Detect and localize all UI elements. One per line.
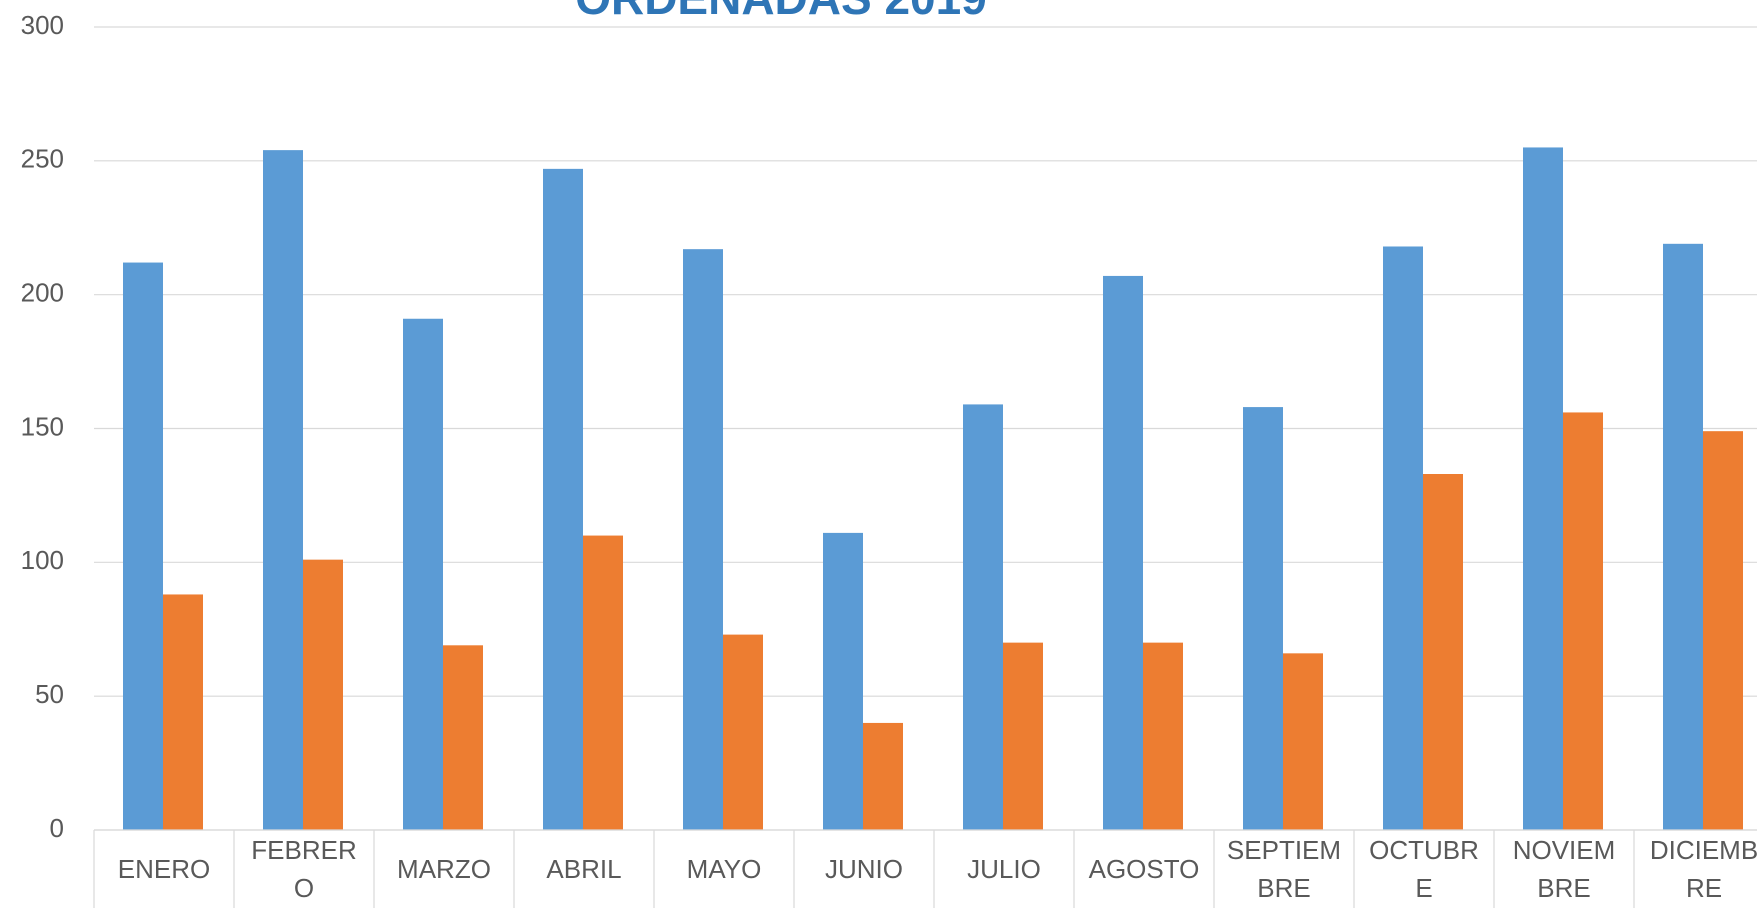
x-tick-label: SEPTIEMBRE (1226, 835, 1342, 903)
x-tick-label-box: MAYO (686, 854, 762, 884)
x-tick-label-box: AGOSTO (1088, 854, 1200, 884)
chart-title: ORDENADAS 2019 (575, 0, 987, 24)
bar (863, 722, 903, 830)
y-tick-label: 200 (21, 278, 64, 308)
x-tick-label-box: OCTUBRE (1369, 835, 1479, 903)
bar (963, 404, 1003, 830)
bar (303, 559, 343, 830)
x-tick-label: MARZO (397, 854, 491, 884)
bar (1563, 412, 1603, 830)
bar (1243, 407, 1283, 830)
x-tick-label: OCTUBRE (1369, 835, 1479, 903)
x-tick-label-box: JULIO (967, 854, 1041, 884)
bar (123, 262, 163, 831)
bar (543, 168, 583, 830)
x-tick-label: AGOSTO (1088, 854, 1200, 884)
bar (683, 249, 723, 830)
y-tick-label: 100 (21, 545, 64, 575)
bar (1143, 642, 1183, 830)
bar (823, 532, 863, 830)
x-tick-label-box: MARZO (397, 854, 491, 884)
bar (403, 318, 443, 830)
y-tick-label: 150 (21, 411, 64, 441)
x-tick-label-box: DICIEMBRE (1649, 835, 1757, 903)
y-tick-label: 300 (21, 10, 64, 40)
x-tick-label: NOVIEMBRE (1512, 835, 1616, 903)
x-tick-label-box: SEPTIEMBRE (1226, 835, 1342, 903)
bar (1523, 147, 1563, 830)
bar (1283, 653, 1323, 830)
x-tick-label: MAYO (686, 854, 762, 884)
x-tick-label: ENERO (117, 854, 211, 884)
x-tick-label-box: ENERO (117, 854, 211, 884)
bar (723, 634, 763, 830)
x-tick-label-box: NOVIEMBRE (1512, 835, 1616, 903)
x-tick-label: DICIEMBRE (1649, 835, 1757, 903)
bar (263, 150, 303, 831)
bar (1423, 474, 1463, 830)
bar (1663, 243, 1703, 830)
y-tick-label: 50 (35, 679, 64, 709)
bar (163, 594, 203, 830)
x-tick-label: JUNIO (825, 854, 903, 884)
bar (1383, 246, 1423, 830)
x-tick-label: ABRIL (546, 854, 622, 884)
x-tick-label: JULIO (967, 854, 1041, 884)
bar (443, 645, 483, 830)
bar (1003, 642, 1043, 830)
x-tick-label: FEBRERO (251, 835, 357, 903)
x-tick-label-box: ABRIL (546, 854, 622, 884)
bar (583, 535, 623, 830)
y-tick-label: 250 (21, 144, 64, 174)
y-tick-label: 0 (50, 813, 64, 843)
x-tick-label-box: FEBRERO (251, 835, 357, 903)
bar (1103, 275, 1143, 830)
x-tick-label-box: JUNIO (825, 854, 903, 884)
bar (1703, 431, 1743, 830)
